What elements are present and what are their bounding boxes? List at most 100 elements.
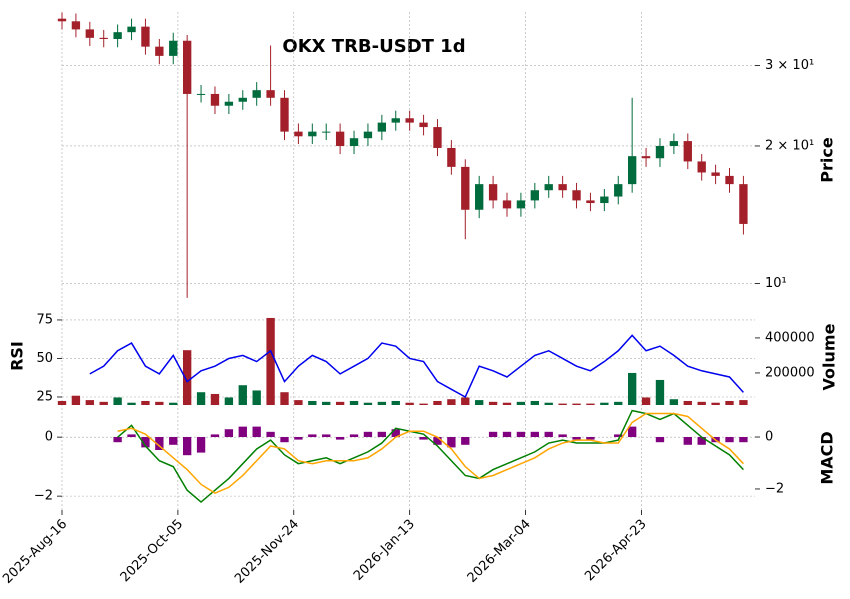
candle-body bbox=[600, 196, 609, 204]
candle-body bbox=[405, 118, 414, 123]
y-tick-label: 75 bbox=[36, 312, 53, 327]
bar bbox=[572, 403, 581, 405]
bar bbox=[683, 437, 692, 445]
candle-body bbox=[669, 141, 679, 146]
bar bbox=[308, 434, 317, 438]
candle-body bbox=[57, 18, 67, 22]
bar bbox=[127, 402, 136, 405]
bar bbox=[530, 431, 539, 438]
candle-body bbox=[141, 26, 150, 47]
x-tick-label: 2025-Nov-24 bbox=[232, 517, 302, 587]
x-tick-label: 2026-Jan-13 bbox=[351, 517, 418, 584]
candle-body bbox=[502, 200, 512, 209]
bar bbox=[141, 400, 150, 405]
bar bbox=[155, 401, 164, 405]
y2-tick-label: 2 × 10¹ bbox=[765, 138, 814, 153]
bar bbox=[600, 402, 609, 405]
bar bbox=[627, 426, 637, 438]
bar bbox=[252, 426, 261, 438]
candle-body bbox=[725, 175, 734, 185]
candle-body bbox=[85, 29, 94, 38]
candle-body bbox=[586, 200, 595, 204]
y-tick-label: 25 bbox=[36, 389, 53, 404]
bar bbox=[530, 400, 539, 405]
x-tick-label: 2026-Apr-23 bbox=[582, 517, 649, 584]
bar bbox=[544, 402, 553, 405]
bar bbox=[461, 437, 470, 445]
y-axis-label: Price bbox=[818, 137, 837, 183]
bar bbox=[169, 437, 178, 445]
bar bbox=[447, 399, 456, 405]
bar bbox=[57, 400, 67, 405]
candle-body bbox=[252, 90, 261, 98]
bar bbox=[405, 402, 414, 405]
bar bbox=[266, 317, 275, 405]
bar bbox=[586, 437, 595, 440]
bar bbox=[433, 400, 442, 405]
bar bbox=[377, 431, 387, 438]
bar bbox=[141, 437, 150, 448]
chart-title: OKX TRB-USDT 1d bbox=[282, 36, 465, 57]
bar bbox=[85, 400, 94, 405]
bar bbox=[113, 397, 122, 405]
line bbox=[117, 412, 744, 495]
bar bbox=[419, 437, 428, 440]
bar bbox=[335, 401, 345, 405]
bar bbox=[614, 401, 623, 405]
candle-body bbox=[461, 166, 470, 210]
line bbox=[89, 334, 744, 399]
x-tick-label: 2025-Aug-16 bbox=[0, 517, 70, 587]
candle-body bbox=[169, 40, 178, 56]
candle-body bbox=[280, 97, 289, 132]
candle-body bbox=[711, 172, 720, 176]
y2-tick-label: 0 bbox=[765, 430, 773, 445]
bar bbox=[419, 403, 428, 405]
bar bbox=[335, 437, 345, 440]
candle-body bbox=[488, 184, 498, 201]
bar bbox=[266, 431, 275, 438]
y2-axis-label: MACD bbox=[818, 431, 837, 484]
candle-body bbox=[475, 184, 484, 210]
y2-tick-label: −2 bbox=[765, 481, 784, 496]
bar bbox=[363, 402, 373, 405]
bar bbox=[614, 434, 623, 438]
bar bbox=[294, 400, 303, 405]
bar bbox=[488, 431, 498, 438]
candle-body bbox=[363, 131, 373, 139]
bar bbox=[322, 434, 331, 438]
candle-body bbox=[182, 40, 192, 94]
bar bbox=[182, 350, 192, 405]
candle-body bbox=[210, 93, 220, 106]
candle-body bbox=[655, 145, 665, 159]
bar bbox=[349, 434, 359, 438]
bar bbox=[196, 437, 206, 453]
candle-body bbox=[614, 184, 623, 197]
candle-body bbox=[530, 190, 539, 201]
candle-body bbox=[113, 32, 122, 39]
bar bbox=[502, 431, 512, 438]
candle-body bbox=[683, 141, 692, 162]
bar bbox=[363, 431, 373, 438]
candle-body bbox=[71, 21, 81, 30]
bar bbox=[308, 400, 317, 405]
candle-body bbox=[99, 37, 108, 39]
bar bbox=[739, 400, 748, 405]
bar bbox=[572, 437, 581, 440]
bar bbox=[294, 437, 303, 440]
bar bbox=[224, 429, 234, 438]
bar bbox=[627, 372, 637, 405]
bar bbox=[377, 401, 387, 405]
bar bbox=[558, 434, 567, 438]
bar bbox=[280, 392, 289, 405]
candle-body bbox=[349, 138, 359, 146]
bar bbox=[238, 385, 247, 405]
bar bbox=[210, 434, 220, 438]
candle-body bbox=[433, 127, 442, 148]
candle-body bbox=[447, 147, 456, 167]
line bbox=[117, 409, 744, 504]
candle-body bbox=[558, 184, 567, 191]
candle-body bbox=[627, 156, 637, 185]
candle-body bbox=[308, 131, 317, 137]
bar bbox=[544, 431, 553, 438]
bar bbox=[725, 437, 734, 443]
